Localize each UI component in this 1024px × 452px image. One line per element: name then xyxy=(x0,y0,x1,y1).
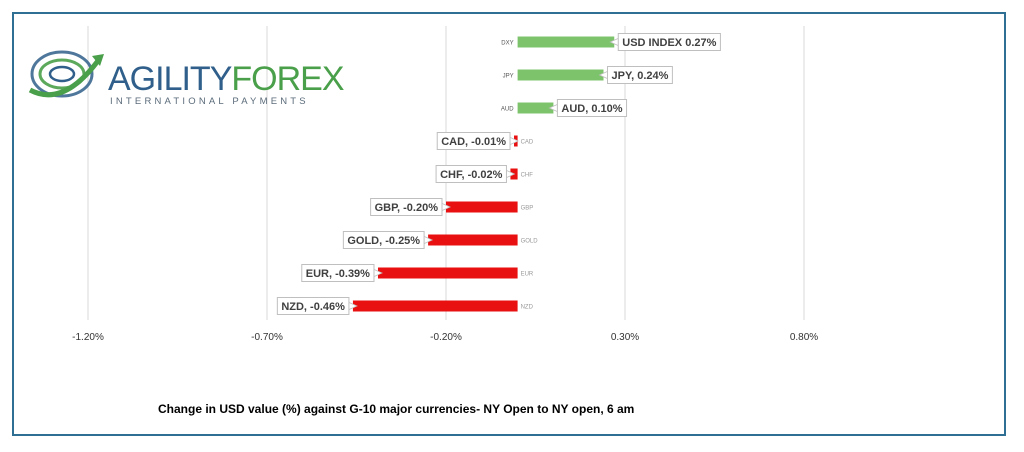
data-label: GBP, -0.20% xyxy=(375,202,439,214)
y-category-label: GOLD xyxy=(521,239,539,245)
x-tick-label: -1.20% xyxy=(72,332,104,343)
bar xyxy=(377,267,518,279)
bar xyxy=(517,102,554,114)
data-label-box xyxy=(301,264,375,282)
y-category-label: DXY xyxy=(501,41,513,47)
x-tick-label: 0.30% xyxy=(611,332,639,343)
y-category-label: CAD xyxy=(521,140,534,146)
data-label: CHF, -0.02% xyxy=(440,169,503,181)
x-tick-label: -0.20% xyxy=(430,332,462,343)
data-label: CAD, -0.01% xyxy=(441,136,506,148)
x-tick-label: -0.70% xyxy=(251,332,283,343)
data-label-box xyxy=(435,165,507,183)
logo-subtitle: INTERNATIONAL PAYMENTS xyxy=(110,96,309,107)
bar xyxy=(517,69,604,81)
data-label: EUR, -0.39% xyxy=(306,268,370,280)
data-label: JPY, 0.24% xyxy=(612,70,669,82)
data-label-box xyxy=(607,66,673,84)
y-category-label: CHF xyxy=(521,173,534,179)
data-label-box xyxy=(342,231,425,249)
agilityforex-logo: AGILITYFOREX INTERNATIONAL PAYMENTS xyxy=(26,44,345,114)
data-label-box xyxy=(276,297,350,315)
data-label-box xyxy=(370,198,443,216)
y-category-label: EUR xyxy=(521,272,534,278)
y-category-label: GBP xyxy=(521,206,534,212)
data-label-box xyxy=(556,99,628,117)
data-label: NZD, -0.46% xyxy=(281,301,345,313)
globe-swoosh-icon xyxy=(28,50,104,98)
bar xyxy=(428,234,518,246)
data-label: AUD, 0.10% xyxy=(561,103,622,115)
data-label-box xyxy=(617,33,721,51)
chart-caption: Change in USD value (%) against G-10 maj… xyxy=(158,402,635,416)
x-tick-label: 0.80% xyxy=(790,332,818,343)
data-label-box xyxy=(436,132,511,150)
bar xyxy=(446,201,518,213)
y-category-label: AUD xyxy=(501,107,514,113)
bar xyxy=(517,36,615,48)
bar xyxy=(352,300,518,312)
logo-wordmark: AGILITYFOREX xyxy=(108,60,345,98)
chart-frame xyxy=(12,12,1006,436)
y-category-label: JPY xyxy=(503,74,514,80)
y-category-label: NZD xyxy=(521,305,534,311)
data-label: GOLD, -0.25% xyxy=(347,235,420,247)
data-label: USD INDEX 0.27% xyxy=(622,37,716,49)
